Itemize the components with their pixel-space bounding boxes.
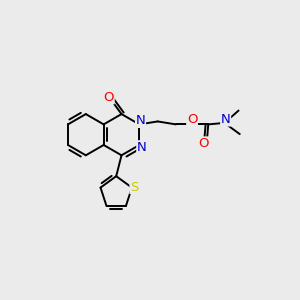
Text: N: N <box>137 141 147 154</box>
Text: S: S <box>130 181 138 194</box>
Text: O: O <box>187 113 197 127</box>
Text: O: O <box>103 91 114 104</box>
Text: N: N <box>136 114 146 127</box>
Text: N: N <box>221 113 230 126</box>
Text: O: O <box>199 137 209 150</box>
